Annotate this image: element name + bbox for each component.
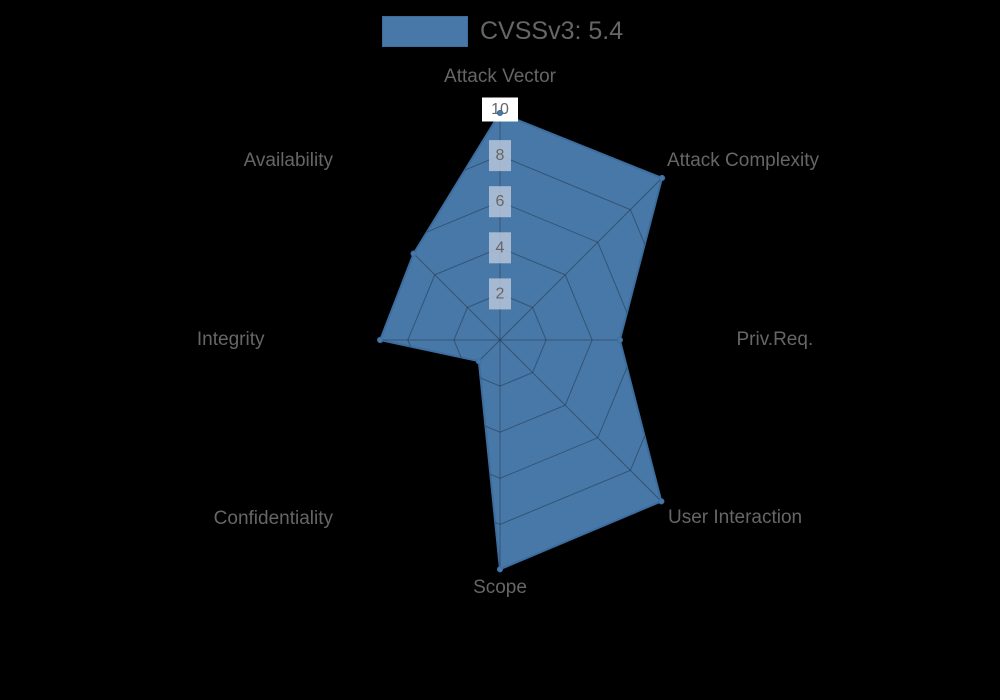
- svg-text:8: 8: [496, 147, 505, 164]
- svg-text:4: 4: [496, 239, 505, 256]
- svg-text:2: 2: [496, 285, 505, 302]
- svg-text:6: 6: [496, 193, 505, 210]
